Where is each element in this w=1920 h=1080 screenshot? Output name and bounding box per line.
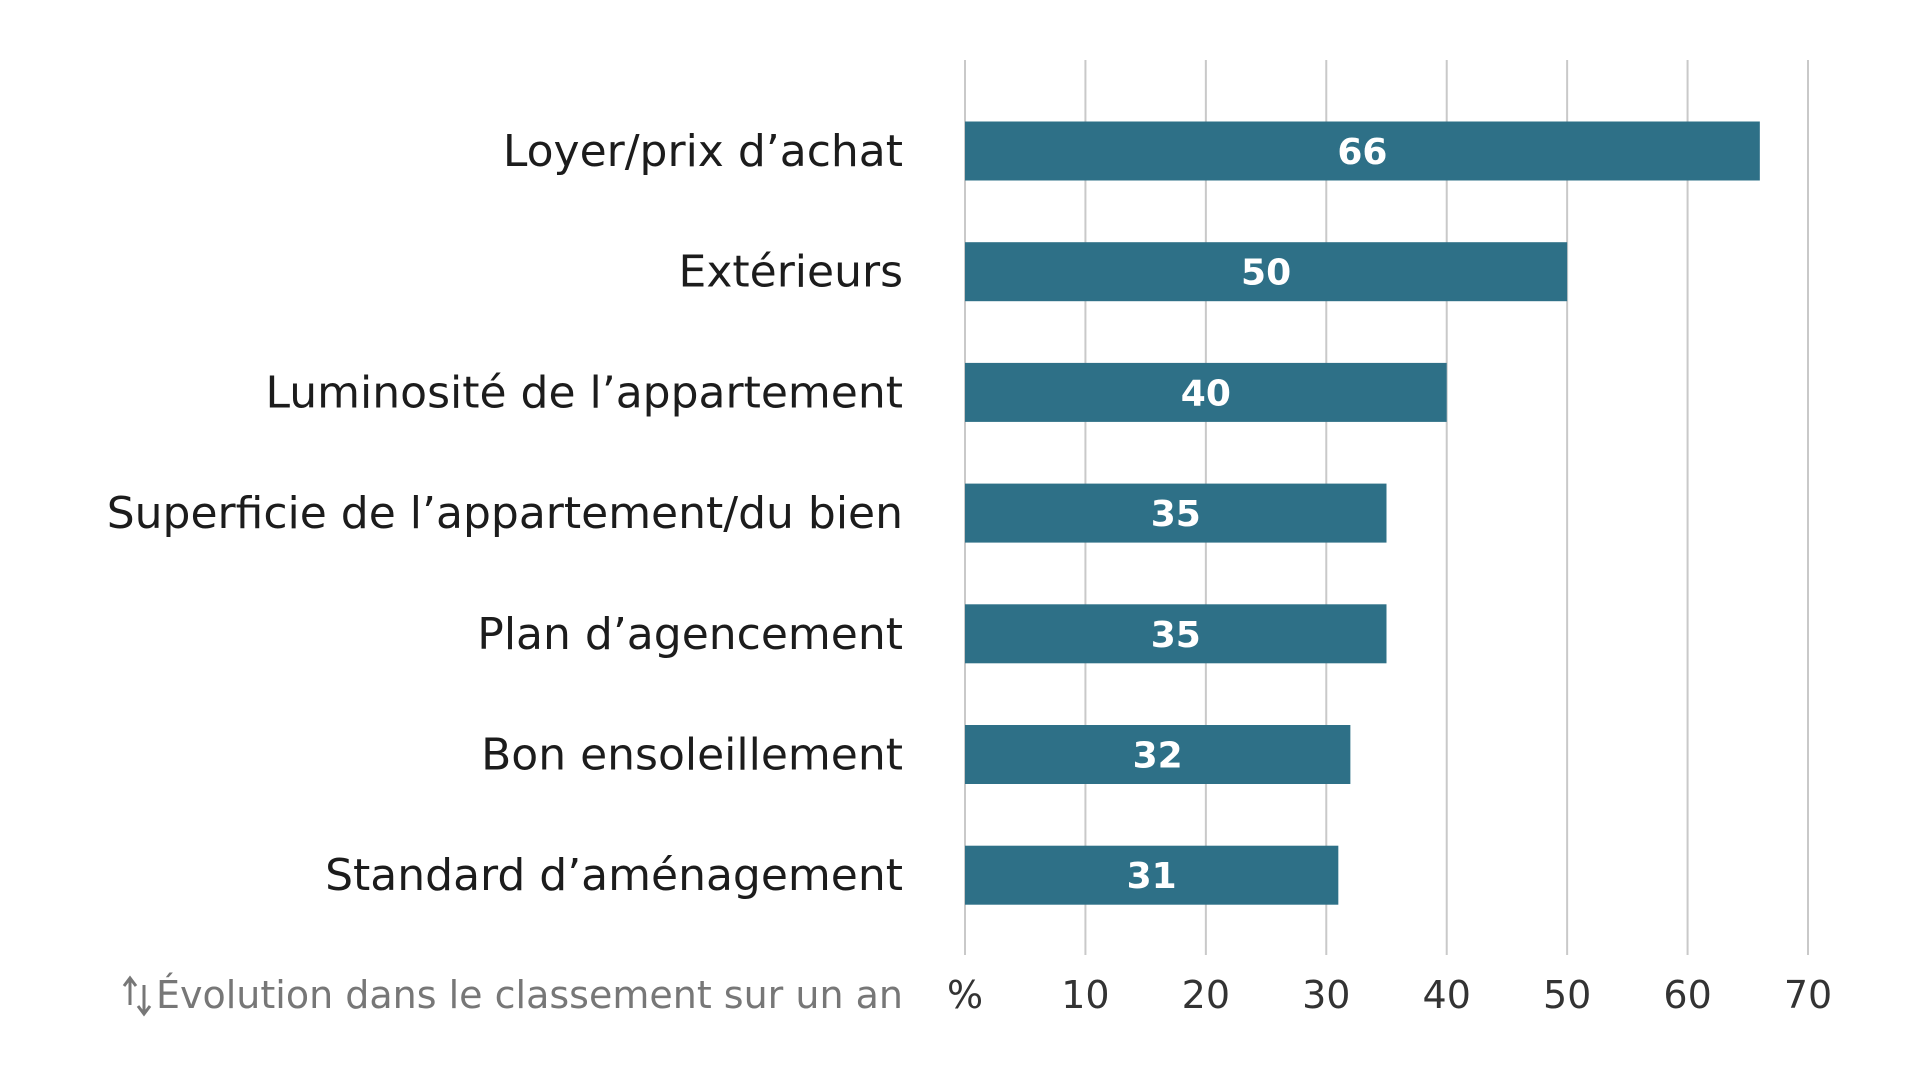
x-tick-label: 20 — [1182, 973, 1230, 1017]
x-tick-label: % — [947, 973, 983, 1017]
bar-value-label: 40 — [1181, 373, 1231, 414]
x-tick-label: 40 — [1423, 973, 1471, 1017]
category-label: Plan d’agencement — [477, 609, 903, 660]
x-tick-label: 30 — [1302, 973, 1350, 1017]
bar-value-label: 35 — [1151, 494, 1201, 535]
category-label: Extérieurs — [679, 247, 903, 298]
bar-value-label: 66 — [1337, 132, 1387, 173]
bar-value-label: 32 — [1133, 736, 1183, 777]
bar — [965, 242, 1568, 302]
footnote: Évolution dans le classement sur un an — [122, 973, 903, 1017]
x-axis-ticks: % 10 20 30 40 50 60 70 — [947, 973, 1832, 1017]
bar-value-label: 50 — [1241, 253, 1291, 294]
bar-value-label: 31 — [1127, 856, 1177, 897]
category-label: Luminosité de l’appartement — [266, 367, 903, 418]
bar — [965, 845, 1339, 905]
bar — [965, 362, 1447, 422]
bar — [965, 725, 1351, 784]
x-tick-label: 10 — [1061, 973, 1109, 1017]
category-label: Superficie de l’appartement/du bien — [107, 488, 903, 539]
x-tick-label: 50 — [1543, 973, 1591, 1017]
bar — [965, 121, 1760, 181]
bar-value-label: 35 — [1151, 615, 1201, 656]
x-tick-label: 60 — [1663, 973, 1711, 1017]
x-tick-label: 70 — [1784, 973, 1832, 1017]
category-label: Loyer/prix d’achat — [503, 126, 903, 177]
bars: 66 50 40 35 35 32 31 — [965, 121, 1760, 905]
category-labels: Loyer/prix d’achat Extérieurs Luminosité d… — [107, 126, 903, 901]
category-label: Standard d’aménagement — [325, 850, 903, 901]
sort-arrows-icon — [122, 975, 152, 1017]
footnote-text: Évolution dans le classement sur un an — [156, 973, 903, 1017]
bar — [965, 604, 1387, 664]
bar — [965, 483, 1387, 543]
category-label: Bon ensoleillement — [481, 730, 903, 781]
